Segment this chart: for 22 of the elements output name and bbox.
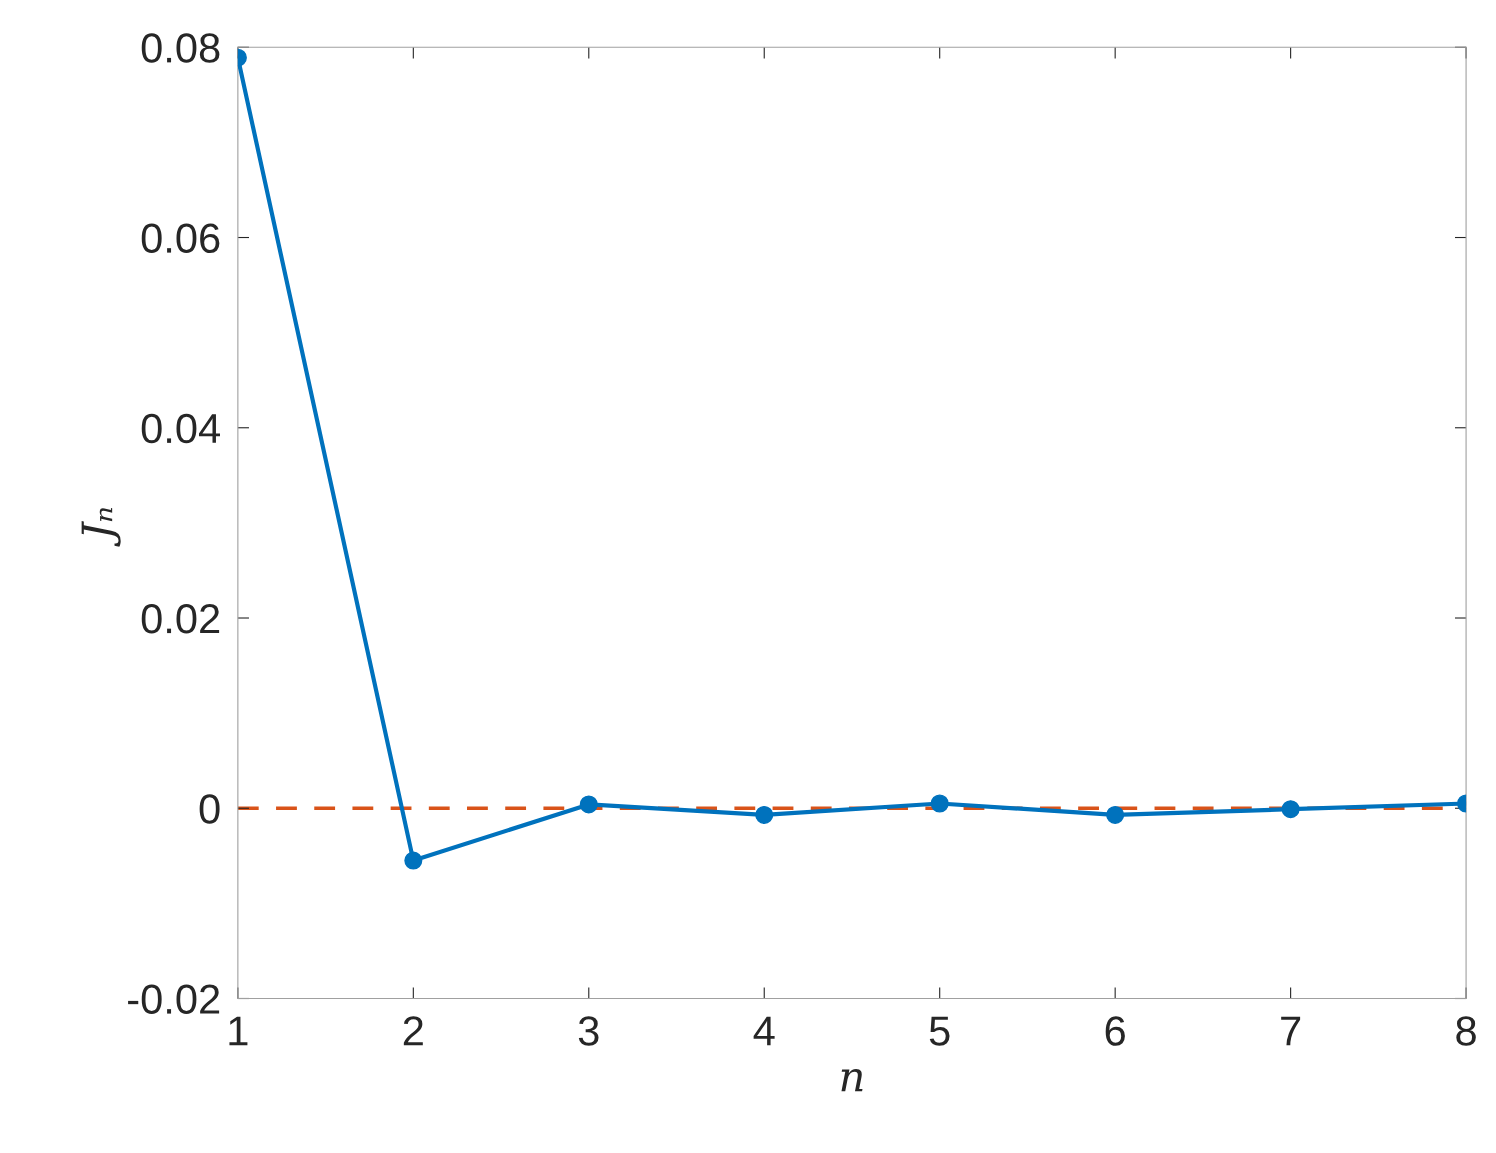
x-tick-label: 2 (403, 1016, 423, 1046)
x-tick-label: 8 (1456, 1016, 1476, 1046)
point (579, 795, 598, 814)
y-tick-label: -0.02 (128, 984, 220, 1015)
x-axis-title: n (841, 1069, 863, 1092)
y-tick-label: 0 (199, 794, 220, 824)
point (930, 794, 949, 813)
y-tick-label: 0.04 (141, 413, 220, 444)
point (1106, 805, 1125, 824)
y-tick-label: 0.06 (141, 223, 220, 254)
x-tick-label: 3 (578, 1016, 599, 1046)
x-tick-label: 6 (1105, 1016, 1125, 1046)
x-tick-label: 7 (1281, 1016, 1301, 1046)
x-tick-label: 1 (229, 1016, 248, 1046)
point (1281, 800, 1300, 819)
point (755, 805, 774, 824)
y-tick-label: 0.02 (141, 604, 220, 634)
y-axis-title: Jₙ (81, 507, 121, 547)
y-tick-label: 0.08 (141, 33, 220, 63)
x-tick-label: 4 (753, 1016, 775, 1046)
point (404, 851, 423, 870)
x-tick-label: 5 (929, 1016, 950, 1046)
